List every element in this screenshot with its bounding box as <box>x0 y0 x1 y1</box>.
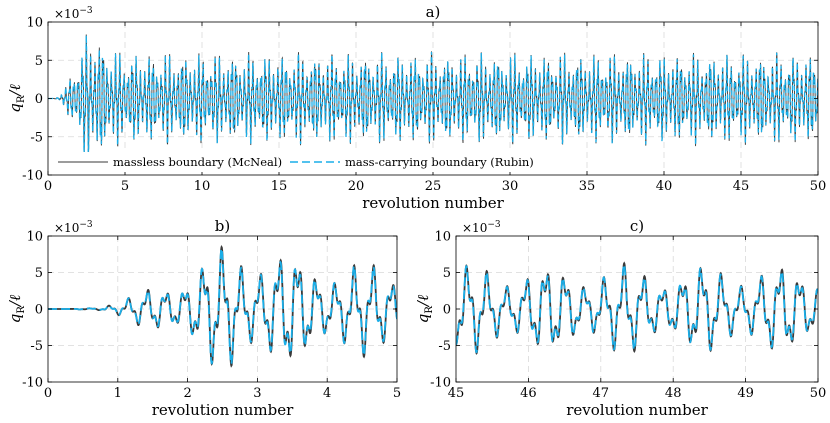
x-tick-label: 47 <box>593 386 610 401</box>
panel-a: 0 5 10 15 20 25 30 35 40 45 50 -10 -5 0 5 10 ×10−3 revolu… <box>6 3 826 212</box>
y-tick-label: -10 <box>430 376 451 391</box>
y-axis-label: qR/ℓ <box>6 84 27 112</box>
y-tick-label: 5 <box>35 266 43 281</box>
y-tick-label: 5 <box>443 266 451 281</box>
x-axis-label: revolution number <box>566 401 708 419</box>
panel-label: b) <box>215 217 230 235</box>
series-group <box>456 261 818 355</box>
x-tick-label: 49 <box>737 386 754 401</box>
x-tick-label: 0 <box>44 386 52 401</box>
y-tick-label: 10 <box>434 230 451 245</box>
series-massless-line <box>456 261 818 355</box>
y-tick-label: -5 <box>30 130 43 145</box>
series-group <box>48 245 397 368</box>
x-axis-label: revolution number <box>152 401 294 419</box>
x-tick-label: 50 <box>810 179 827 194</box>
grid <box>456 236 818 382</box>
x-tick-label: 3 <box>253 386 261 401</box>
x-tick-label: 25 <box>425 179 442 194</box>
x-tick-label: 45 <box>733 179 750 194</box>
y-exponent-label: ×10−3 <box>54 6 93 21</box>
x-tick-label: 48 <box>665 386 682 401</box>
x-tick-label: 45 <box>448 386 465 401</box>
y-tick-label: 5 <box>35 54 43 69</box>
x-tick-label: 2 <box>183 386 191 401</box>
legend-label-mass-carrying: mass-carrying boundary (Rubin) <box>345 155 534 169</box>
panel-b: 0 1 2 3 4 5 -10 -5 0 5 10 ×10−3 revolution number qR/… <box>6 217 401 419</box>
x-tick-label: 35 <box>579 179 596 194</box>
x-tick-label: 15 <box>271 179 288 194</box>
x-tick-label: 5 <box>393 386 401 401</box>
legend-label-massless: massless boundary (McNeal) <box>113 155 282 169</box>
x-tick-label: 46 <box>520 386 537 401</box>
x-tick-label: 1 <box>114 386 122 401</box>
y-tick-label: -5 <box>438 339 451 354</box>
series-mass-carrying-line <box>48 246 397 366</box>
x-tick-label: 0 <box>44 179 52 194</box>
x-tick-label: 10 <box>194 179 211 194</box>
y-tick-label: -5 <box>30 339 43 354</box>
y-axis-label: qR/ℓ <box>6 295 27 323</box>
y-tick-label: 10 <box>26 230 43 245</box>
series-group <box>48 34 818 157</box>
y-tick-label: 0 <box>443 303 451 318</box>
panel-label: a) <box>426 3 441 21</box>
y-axis-label: qR/ℓ <box>414 295 435 323</box>
y-exponent-label: ×10−3 <box>54 220 93 235</box>
panel-c: 45 46 47 48 49 50 -10 -5 0 5 10 ×10−3 revolution num… <box>414 217 826 419</box>
series-mass-carrying-line <box>48 35 818 155</box>
legend: massless boundary (McNeal) mass-carrying … <box>52 152 540 172</box>
x-tick-label: 30 <box>502 179 519 194</box>
y-tick-label: -10 <box>22 376 43 391</box>
y-tick-label: 0 <box>35 303 43 318</box>
panel-label: c) <box>630 217 644 235</box>
x-tick-label: 5 <box>121 179 129 194</box>
series-mass-carrying-line <box>456 263 818 354</box>
x-axis-label: revolution number <box>362 194 504 212</box>
y-exponent-label: ×10−3 <box>462 220 501 235</box>
x-tick-label: 4 <box>323 386 331 401</box>
y-tick-label: 0 <box>35 92 43 107</box>
x-tick-label: 50 <box>810 386 827 401</box>
y-tick-label: -10 <box>22 169 43 184</box>
y-tick-label: 10 <box>26 16 43 31</box>
x-tick-label: 40 <box>656 179 673 194</box>
x-tick-label: 20 <box>348 179 365 194</box>
